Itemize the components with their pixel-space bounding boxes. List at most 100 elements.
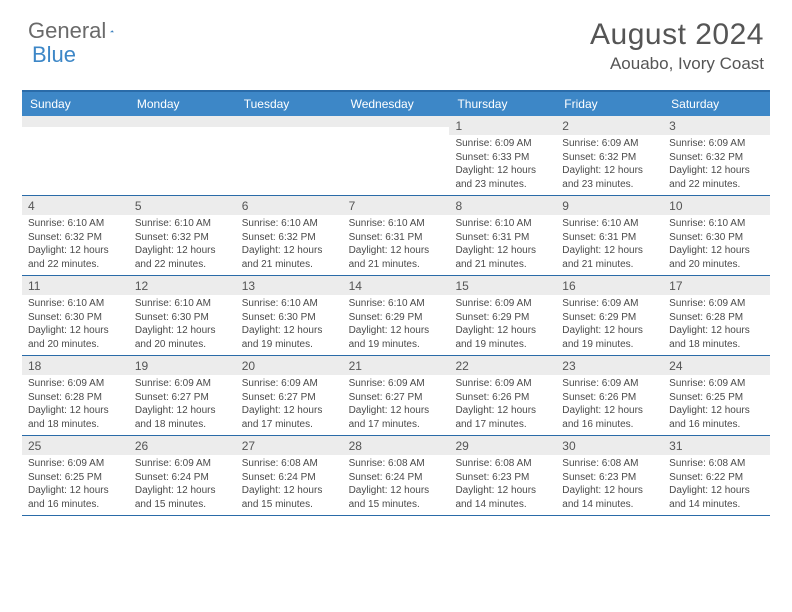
day-number: 31 bbox=[663, 436, 770, 455]
daylight-text: Daylight: 12 hours and 14 minutes. bbox=[455, 484, 550, 511]
day-number: 26 bbox=[129, 436, 236, 455]
sunset-text: Sunset: 6:32 PM bbox=[669, 151, 764, 165]
day-number: 15 bbox=[449, 276, 556, 295]
sunrise-text: Sunrise: 6:09 AM bbox=[455, 137, 550, 151]
sunset-text: Sunset: 6:27 PM bbox=[242, 391, 337, 405]
daylight-text: Daylight: 12 hours and 23 minutes. bbox=[562, 164, 657, 191]
day-number: 24 bbox=[663, 356, 770, 375]
daylight-text: Daylight: 12 hours and 22 minutes. bbox=[669, 164, 764, 191]
day-number: 17 bbox=[663, 276, 770, 295]
sunrise-text: Sunrise: 6:09 AM bbox=[242, 377, 337, 391]
dayname-thursday: Thursday bbox=[449, 92, 556, 116]
dayname-wednesday: Wednesday bbox=[343, 92, 450, 116]
dayname-sunday: Sunday bbox=[22, 92, 129, 116]
day-number: 13 bbox=[236, 276, 343, 295]
day-cell bbox=[22, 116, 129, 195]
sunrise-text: Sunrise: 6:10 AM bbox=[242, 297, 337, 311]
day-body: Sunrise: 6:09 AMSunset: 6:27 PMDaylight:… bbox=[236, 375, 343, 435]
sunset-text: Sunset: 6:33 PM bbox=[455, 151, 550, 165]
day-body: Sunrise: 6:10 AMSunset: 6:29 PMDaylight:… bbox=[343, 295, 450, 355]
dayname-row: SundayMondayTuesdayWednesdayThursdayFrid… bbox=[22, 92, 770, 116]
daylight-text: Daylight: 12 hours and 19 minutes. bbox=[349, 324, 444, 351]
day-body bbox=[129, 121, 236, 127]
day-body: Sunrise: 6:10 AMSunset: 6:30 PMDaylight:… bbox=[663, 215, 770, 275]
sunrise-text: Sunrise: 6:09 AM bbox=[562, 377, 657, 391]
sunrise-text: Sunrise: 6:09 AM bbox=[669, 297, 764, 311]
sunrise-text: Sunrise: 6:09 AM bbox=[349, 377, 444, 391]
sunset-text: Sunset: 6:31 PM bbox=[349, 231, 444, 245]
day-cell: 12Sunrise: 6:10 AMSunset: 6:30 PMDayligh… bbox=[129, 276, 236, 355]
daylight-text: Daylight: 12 hours and 21 minutes. bbox=[349, 244, 444, 271]
day-number: 28 bbox=[343, 436, 450, 455]
sunset-text: Sunset: 6:23 PM bbox=[455, 471, 550, 485]
day-cell: 21Sunrise: 6:09 AMSunset: 6:27 PMDayligh… bbox=[343, 356, 450, 435]
day-number: 3 bbox=[663, 116, 770, 135]
day-cell: 7 Sunrise: 6:10 AMSunset: 6:31 PMDaylight… bbox=[343, 196, 450, 275]
sunrise-text: Sunrise: 6:08 AM bbox=[455, 457, 550, 471]
day-number: 1 bbox=[449, 116, 556, 135]
day-body bbox=[22, 121, 129, 127]
sunset-text: Sunset: 6:25 PM bbox=[669, 391, 764, 405]
day-body: Sunrise: 6:08 AMSunset: 6:23 PMDaylight:… bbox=[556, 455, 663, 515]
day-body: Sunrise: 6:09 AMSunset: 6:29 PMDaylight:… bbox=[556, 295, 663, 355]
sunset-text: Sunset: 6:22 PM bbox=[669, 471, 764, 485]
day-cell: 27Sunrise: 6:08 AMSunset: 6:24 PMDayligh… bbox=[236, 436, 343, 515]
daylight-text: Daylight: 12 hours and 15 minutes. bbox=[242, 484, 337, 511]
day-number: 12 bbox=[129, 276, 236, 295]
sunrise-text: Sunrise: 6:10 AM bbox=[669, 217, 764, 231]
day-cell: 20Sunrise: 6:09 AMSunset: 6:27 PMDayligh… bbox=[236, 356, 343, 435]
sunrise-text: Sunrise: 6:08 AM bbox=[349, 457, 444, 471]
day-number: 2 bbox=[556, 116, 663, 135]
day-cell: 29Sunrise: 6:08 AMSunset: 6:23 PMDayligh… bbox=[449, 436, 556, 515]
day-cell: 3 Sunrise: 6:09 AMSunset: 6:32 PMDaylight… bbox=[663, 116, 770, 195]
day-cell: 11Sunrise: 6:10 AMSunset: 6:30 PMDayligh… bbox=[22, 276, 129, 355]
daylight-text: Daylight: 12 hours and 18 minutes. bbox=[135, 404, 230, 431]
dayname-friday: Friday bbox=[556, 92, 663, 116]
day-body: Sunrise: 6:09 AMSunset: 6:26 PMDaylight:… bbox=[556, 375, 663, 435]
dayname-monday: Monday bbox=[129, 92, 236, 116]
sunset-text: Sunset: 6:29 PM bbox=[562, 311, 657, 325]
day-number: 4 bbox=[22, 196, 129, 215]
day-number: 27 bbox=[236, 436, 343, 455]
day-number: 16 bbox=[556, 276, 663, 295]
sunset-text: Sunset: 6:32 PM bbox=[562, 151, 657, 165]
day-body: Sunrise: 6:10 AMSunset: 6:31 PMDaylight:… bbox=[556, 215, 663, 275]
day-cell: 13Sunrise: 6:10 AMSunset: 6:30 PMDayligh… bbox=[236, 276, 343, 355]
sunrise-text: Sunrise: 6:09 AM bbox=[28, 457, 123, 471]
day-body: Sunrise: 6:10 AMSunset: 6:32 PMDaylight:… bbox=[22, 215, 129, 275]
day-number: 7 bbox=[343, 196, 450, 215]
sunrise-text: Sunrise: 6:10 AM bbox=[349, 217, 444, 231]
sunrise-text: Sunrise: 6:09 AM bbox=[28, 377, 123, 391]
day-cell: 18Sunrise: 6:09 AMSunset: 6:28 PMDayligh… bbox=[22, 356, 129, 435]
daylight-text: Daylight: 12 hours and 15 minutes. bbox=[135, 484, 230, 511]
day-body: Sunrise: 6:10 AMSunset: 6:30 PMDaylight:… bbox=[129, 295, 236, 355]
day-cell: 23Sunrise: 6:09 AMSunset: 6:26 PMDayligh… bbox=[556, 356, 663, 435]
day-number: 9 bbox=[556, 196, 663, 215]
sunrise-text: Sunrise: 6:09 AM bbox=[562, 297, 657, 311]
daylight-text: Daylight: 12 hours and 16 minutes. bbox=[28, 484, 123, 511]
sunrise-text: Sunrise: 6:08 AM bbox=[669, 457, 764, 471]
day-cell: 4Sunrise: 6:10 AMSunset: 6:32 PMDaylight… bbox=[22, 196, 129, 275]
sunset-text: Sunset: 6:26 PM bbox=[562, 391, 657, 405]
daylight-text: Daylight: 12 hours and 16 minutes. bbox=[562, 404, 657, 431]
day-cell: 25Sunrise: 6:09 AMSunset: 6:25 PMDayligh… bbox=[22, 436, 129, 515]
sunrise-text: Sunrise: 6:09 AM bbox=[669, 137, 764, 151]
week-row: 18Sunrise: 6:09 AMSunset: 6:28 PMDayligh… bbox=[22, 356, 770, 436]
sunset-text: Sunset: 6:32 PM bbox=[28, 231, 123, 245]
day-cell: 9Sunrise: 6:10 AMSunset: 6:31 PMDaylight… bbox=[556, 196, 663, 275]
day-cell: 28Sunrise: 6:08 AMSunset: 6:24 PMDayligh… bbox=[343, 436, 450, 515]
day-cell: 30Sunrise: 6:08 AMSunset: 6:23 PMDayligh… bbox=[556, 436, 663, 515]
sunset-text: Sunset: 6:29 PM bbox=[455, 311, 550, 325]
sunrise-text: Sunrise: 6:08 AM bbox=[242, 457, 337, 471]
month-title: August 2024 bbox=[590, 18, 764, 52]
daylight-text: Daylight: 12 hours and 20 minutes. bbox=[135, 324, 230, 351]
sunset-text: Sunset: 6:27 PM bbox=[135, 391, 230, 405]
week-row: 11Sunrise: 6:10 AMSunset: 6:30 PMDayligh… bbox=[22, 276, 770, 356]
daylight-text: Daylight: 12 hours and 14 minutes. bbox=[562, 484, 657, 511]
sunrise-text: Sunrise: 6:10 AM bbox=[242, 217, 337, 231]
day-body: Sunrise: 6:09 AMSunset: 6:28 PMDaylight:… bbox=[663, 295, 770, 355]
day-number: 6 bbox=[236, 196, 343, 215]
daylight-text: Daylight: 12 hours and 21 minutes. bbox=[242, 244, 337, 271]
daylight-text: Daylight: 12 hours and 19 minutes. bbox=[562, 324, 657, 351]
daylight-text: Daylight: 12 hours and 19 minutes. bbox=[242, 324, 337, 351]
